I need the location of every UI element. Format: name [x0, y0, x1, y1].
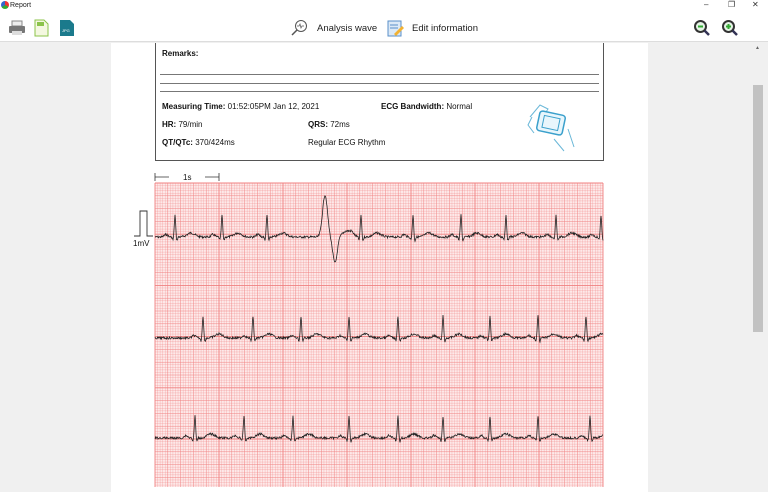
zoom-in-button[interactable] — [721, 18, 739, 38]
zoom-out-icon — [694, 20, 710, 36]
magnifier-wave-icon — [291, 20, 307, 36]
zoom-out-button[interactable] — [693, 18, 711, 38]
maximize-button[interactable]: ❐ — [728, 0, 736, 9]
qt-qtc: QT/QTc: 370/424ms — [162, 138, 235, 147]
minimize-button[interactable]: – — [704, 0, 709, 9]
analysis-wave-label: Analysis wave — [317, 22, 378, 34]
amplitude-scale-label: 1mV — [133, 239, 150, 248]
window-title: Report — [10, 2, 32, 9]
time-scale-label: 1s — [183, 173, 191, 182]
jpg-icon: JPG — [60, 20, 74, 36]
vertical-scrollbar[interactable]: ▲ — [752, 43, 764, 492]
ecg-bandwidth: ECG Bandwidth: Normal — [381, 102, 473, 111]
print-button[interactable] — [8, 18, 26, 38]
export-jpg-button[interactable]: JPG — [59, 18, 75, 38]
close-button[interactable]: ✕ — [752, 0, 759, 9]
scroll-up-arrow[interactable]: ▲ — [755, 45, 760, 51]
time-scale-bar — [154, 173, 220, 181]
app-logo-icon — [1, 1, 9, 9]
edit-information-label: Edit information — [412, 22, 479, 34]
export-pdf-button[interactable] — [33, 18, 49, 38]
analysis-wave-button[interactable]: Analysis wave — [290, 18, 377, 38]
report-info-box: Remarks: Measuring Time: 01:52:05PM Jan … — [155, 43, 604, 161]
jpg-label: JPG — [62, 28, 70, 33]
ecg-grid-minor — [155, 183, 603, 487]
edit-information-button[interactable]: Edit information — [386, 18, 478, 38]
remarks-label: Remarks: — [162, 49, 199, 58]
toolbar: JPG Analysis wave Edit information — [0, 12, 768, 42]
ecg-paper — [155, 183, 603, 487]
ecg-trace-row-3 — [154, 415, 604, 443]
ecg-trace-row-2 — [154, 314, 604, 344]
remarks-line — [160, 83, 599, 84]
printer-icon — [9, 20, 25, 35]
ecg-scale: 1s 1mV — [133, 173, 220, 248]
ecg-grid — [154, 182, 604, 487]
remarks-line — [160, 74, 599, 75]
heart-rate: HR: 79/min — [162, 120, 203, 129]
edit-note-icon — [387, 20, 404, 37]
scrollbar-thumb[interactable] — [753, 85, 763, 332]
calibration-pulse — [134, 210, 153, 237]
remarks-line — [160, 91, 599, 92]
rhythm-result: Regular ECG Rhythm — [308, 138, 386, 147]
zoom-in-icon — [722, 20, 738, 36]
measuring-time: Measuring Time: 01:52:05PM Jan 12, 2021 — [162, 102, 320, 111]
title-bar: Report – ❐ ✕ — [0, 0, 768, 12]
ecg-trace-row-1 — [154, 195, 604, 263]
pdf-icon — [34, 19, 49, 37]
qrs-duration: QRS: 72ms — [308, 120, 350, 129]
device-hand-icon — [527, 104, 575, 152]
